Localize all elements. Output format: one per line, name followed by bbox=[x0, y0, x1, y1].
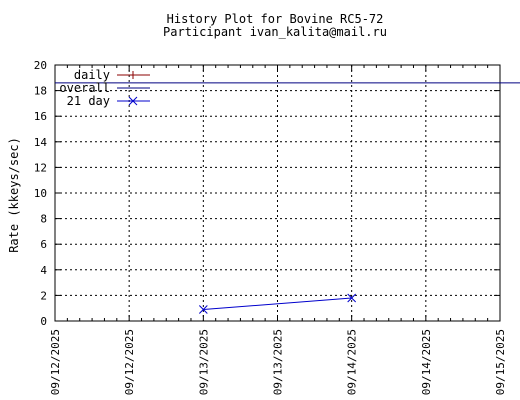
y-tick-label: 18 bbox=[34, 85, 47, 98]
x-tick-label: 09/13/2025 bbox=[197, 329, 210, 395]
x-tick-label: 09/12/2025 bbox=[123, 329, 136, 395]
x-tick-label: 09/14/2025 bbox=[346, 329, 359, 395]
y-tick-label: 14 bbox=[34, 136, 48, 149]
data-point-cross bbox=[347, 293, 357, 303]
plot-frame bbox=[54, 64, 501, 322]
legend-label: daily bbox=[74, 68, 110, 82]
x-tick-label: 09/13/2025 bbox=[272, 329, 285, 395]
x-tick-label: 09/14/2025 bbox=[420, 329, 433, 395]
y-axis-label: Rate (kkeys/sec) bbox=[7, 137, 21, 253]
y-tick-label: 16 bbox=[34, 110, 47, 123]
y-tick-label: 8 bbox=[40, 213, 47, 226]
legend-label: overall bbox=[59, 81, 110, 95]
series-layer bbox=[55, 82, 520, 314]
y-tick-label: 4 bbox=[40, 264, 47, 277]
y-tick-label: 10 bbox=[34, 187, 47, 200]
y-tick-label: 6 bbox=[40, 238, 47, 251]
chart-subtitle: Participant ivan_kalita@mail.ru bbox=[163, 25, 387, 39]
y-tick-label: 20 bbox=[34, 59, 47, 72]
y-tick-label: 12 bbox=[34, 161, 47, 174]
y-tick-label: 0 bbox=[40, 315, 47, 328]
x-tick-label: 09/12/2025 bbox=[49, 329, 62, 395]
data-point-cross bbox=[198, 305, 208, 314]
chart-title: History Plot for Bovine RC5-72 bbox=[167, 12, 384, 26]
legend-label: 21 day bbox=[67, 94, 110, 108]
grid-lines bbox=[55, 65, 500, 321]
data-point bbox=[347, 293, 357, 303]
axis-ticks: 0 2 4 6 8 10 12 14 16 18 20 09/12/2025 09/12/2025 09/… bbox=[34, 59, 507, 395]
legend-marker bbox=[128, 96, 138, 106]
data-point bbox=[198, 305, 208, 314]
x-tick-label: 09/15/2025 bbox=[494, 329, 507, 395]
y-tick-label: 2 bbox=[40, 289, 47, 302]
series-21-day-line bbox=[203, 297, 352, 310]
